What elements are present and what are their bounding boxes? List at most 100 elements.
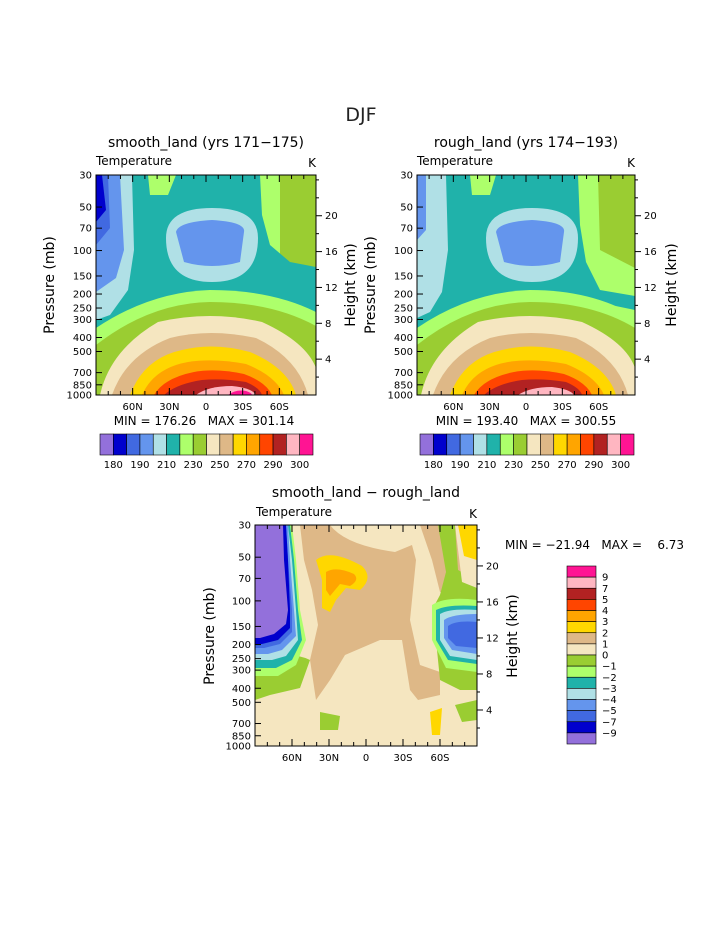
colorbar-swatch: [566, 688, 597, 700]
colorbar-label: 1: [602, 639, 608, 650]
colorbar-label: 180: [424, 460, 443, 471]
x-tick-label: 0: [203, 402, 209, 413]
height-tick-label: 16: [486, 597, 499, 608]
chart-title: rough_land (yrs 174−193): [434, 135, 618, 151]
colorbar-label: −1: [602, 662, 617, 673]
x-axis: 60N 30N 0 30S 60S: [95, 175, 317, 413]
pressure-tick-label: 850: [232, 731, 251, 742]
pressure-tick-label: 300: [394, 315, 413, 326]
height-tick-label: 16: [325, 247, 338, 258]
colorbar-label: 210: [477, 460, 496, 471]
colorbar-swatch: [99, 433, 114, 456]
colorbar-swatch: [566, 676, 597, 689]
colorbar-swatch: [299, 433, 314, 456]
units-label: K: [308, 156, 317, 170]
colorbar-swatch: [566, 621, 597, 634]
y-axis-label: Pressure (mb): [363, 236, 379, 334]
colorbar-swatch: [620, 433, 635, 456]
units-label: K: [469, 507, 478, 521]
pressure-tick-label: 70: [238, 574, 251, 585]
contour-band: [96, 175, 245, 292]
colorbar-label: 290: [584, 460, 603, 471]
pressure-tick-label: 70: [400, 224, 413, 235]
x-tick-label: 30N: [319, 753, 339, 764]
x-axis: 60N 30N 0 30S 60S: [416, 175, 636, 413]
pressure-tick-label: 250: [232, 654, 251, 665]
colorbar-swatch: [152, 433, 167, 456]
contour-fill: [417, 175, 635, 395]
height-tick-label: 20: [486, 561, 499, 572]
pressure-tick-label: 150: [73, 271, 92, 282]
colorbar-swatch: [566, 665, 597, 678]
colorbar-swatch: [580, 433, 595, 456]
colorbar-swatch: [566, 654, 597, 667]
pressure-tick-label: 400: [394, 333, 413, 344]
x-tick-label: 60N: [282, 753, 302, 764]
colorbar-swatch: [566, 721, 597, 734]
pressure-tick-label: 700: [394, 368, 413, 379]
x-tick-label: 30N: [159, 402, 179, 413]
colorbar-swatch: [566, 587, 597, 600]
colorbar-label: 190: [451, 460, 470, 471]
colorbar-swatch: [166, 433, 181, 456]
pressure-tick-label: 500: [394, 347, 413, 358]
contour-band: [96, 175, 106, 222]
x-axis: 60N 30N 0 30S 60S: [254, 525, 478, 764]
colorbar-swatch: [606, 433, 621, 456]
pressure-tick-label: 300: [232, 666, 251, 677]
pressure-tick-label: 700: [73, 368, 92, 379]
pressure-tick-label: 250: [394, 304, 413, 315]
pressure-tick-label: 200: [73, 290, 92, 301]
field-label: Temperature: [416, 154, 493, 168]
colorbar-swatch: [526, 433, 541, 456]
chart-title: smooth_land − rough_land: [272, 485, 460, 501]
chart-difference: smooth_land − rough_land Temperature K 6…: [202, 485, 684, 764]
colorbar-label: −2: [602, 673, 617, 684]
field-label: Temperature: [95, 154, 172, 168]
colorbar-label: 4: [602, 606, 608, 617]
colorbar-swatch: [566, 565, 597, 578]
colorbar-label: 180: [104, 460, 123, 471]
colorbar-label: 0: [602, 651, 608, 662]
colorbar-swatch: [219, 433, 234, 456]
colorbar-swatch: [113, 433, 127, 456]
colorbar-swatch: [419, 433, 434, 456]
pressure-tick-label: 850: [73, 380, 92, 391]
pressure-tick-label: 500: [232, 698, 251, 709]
x-tick-label: 60N: [443, 402, 463, 413]
contour-band: [255, 525, 288, 638]
pressure-tick-label: 400: [73, 333, 92, 344]
contour-fill: [255, 525, 477, 746]
pressure-tick-label: 200: [232, 640, 251, 651]
colorbar-swatch: [232, 433, 247, 456]
colorbar-swatch: [139, 433, 154, 456]
min-max-label: MIN = 193.40 MAX = 300.55: [436, 414, 616, 428]
pressure-tick-label: 250: [73, 304, 92, 315]
field-label: Temperature: [255, 505, 332, 519]
colorbar-swatch: [126, 433, 141, 456]
colorbar-swatch: [566, 599, 597, 611]
x-tick-label: 30S: [553, 402, 572, 413]
colorbar-swatch: [246, 433, 261, 456]
colorbar-swatch: [192, 433, 207, 456]
contour-fill: [96, 175, 316, 395]
height-tick-label: 4: [644, 355, 650, 366]
colorbar-swatch: [593, 433, 608, 456]
colorbar: 180 190 210 230 250 270 290 300: [99, 433, 314, 471]
contour-band: [326, 569, 357, 596]
min-max-label: MIN = −21.94 MAX = 6.73: [505, 538, 684, 552]
pressure-tick-label: 50: [79, 203, 92, 214]
height-tick-label: 4: [325, 355, 331, 366]
contour-band: [228, 390, 252, 395]
y-axis-label: Pressure (mb): [42, 236, 58, 334]
chart-smooth-land: smooth_land (yrs 171−175) Temperature K …: [42, 135, 359, 471]
colorbar-swatch: [259, 433, 274, 456]
colorbar-label: −5: [602, 706, 617, 717]
colorbar-swatch: [566, 610, 597, 622]
colorbar-swatch: [499, 433, 514, 456]
pressure-tick-label: 1000: [67, 391, 92, 402]
colorbar-swatch: [433, 433, 448, 456]
